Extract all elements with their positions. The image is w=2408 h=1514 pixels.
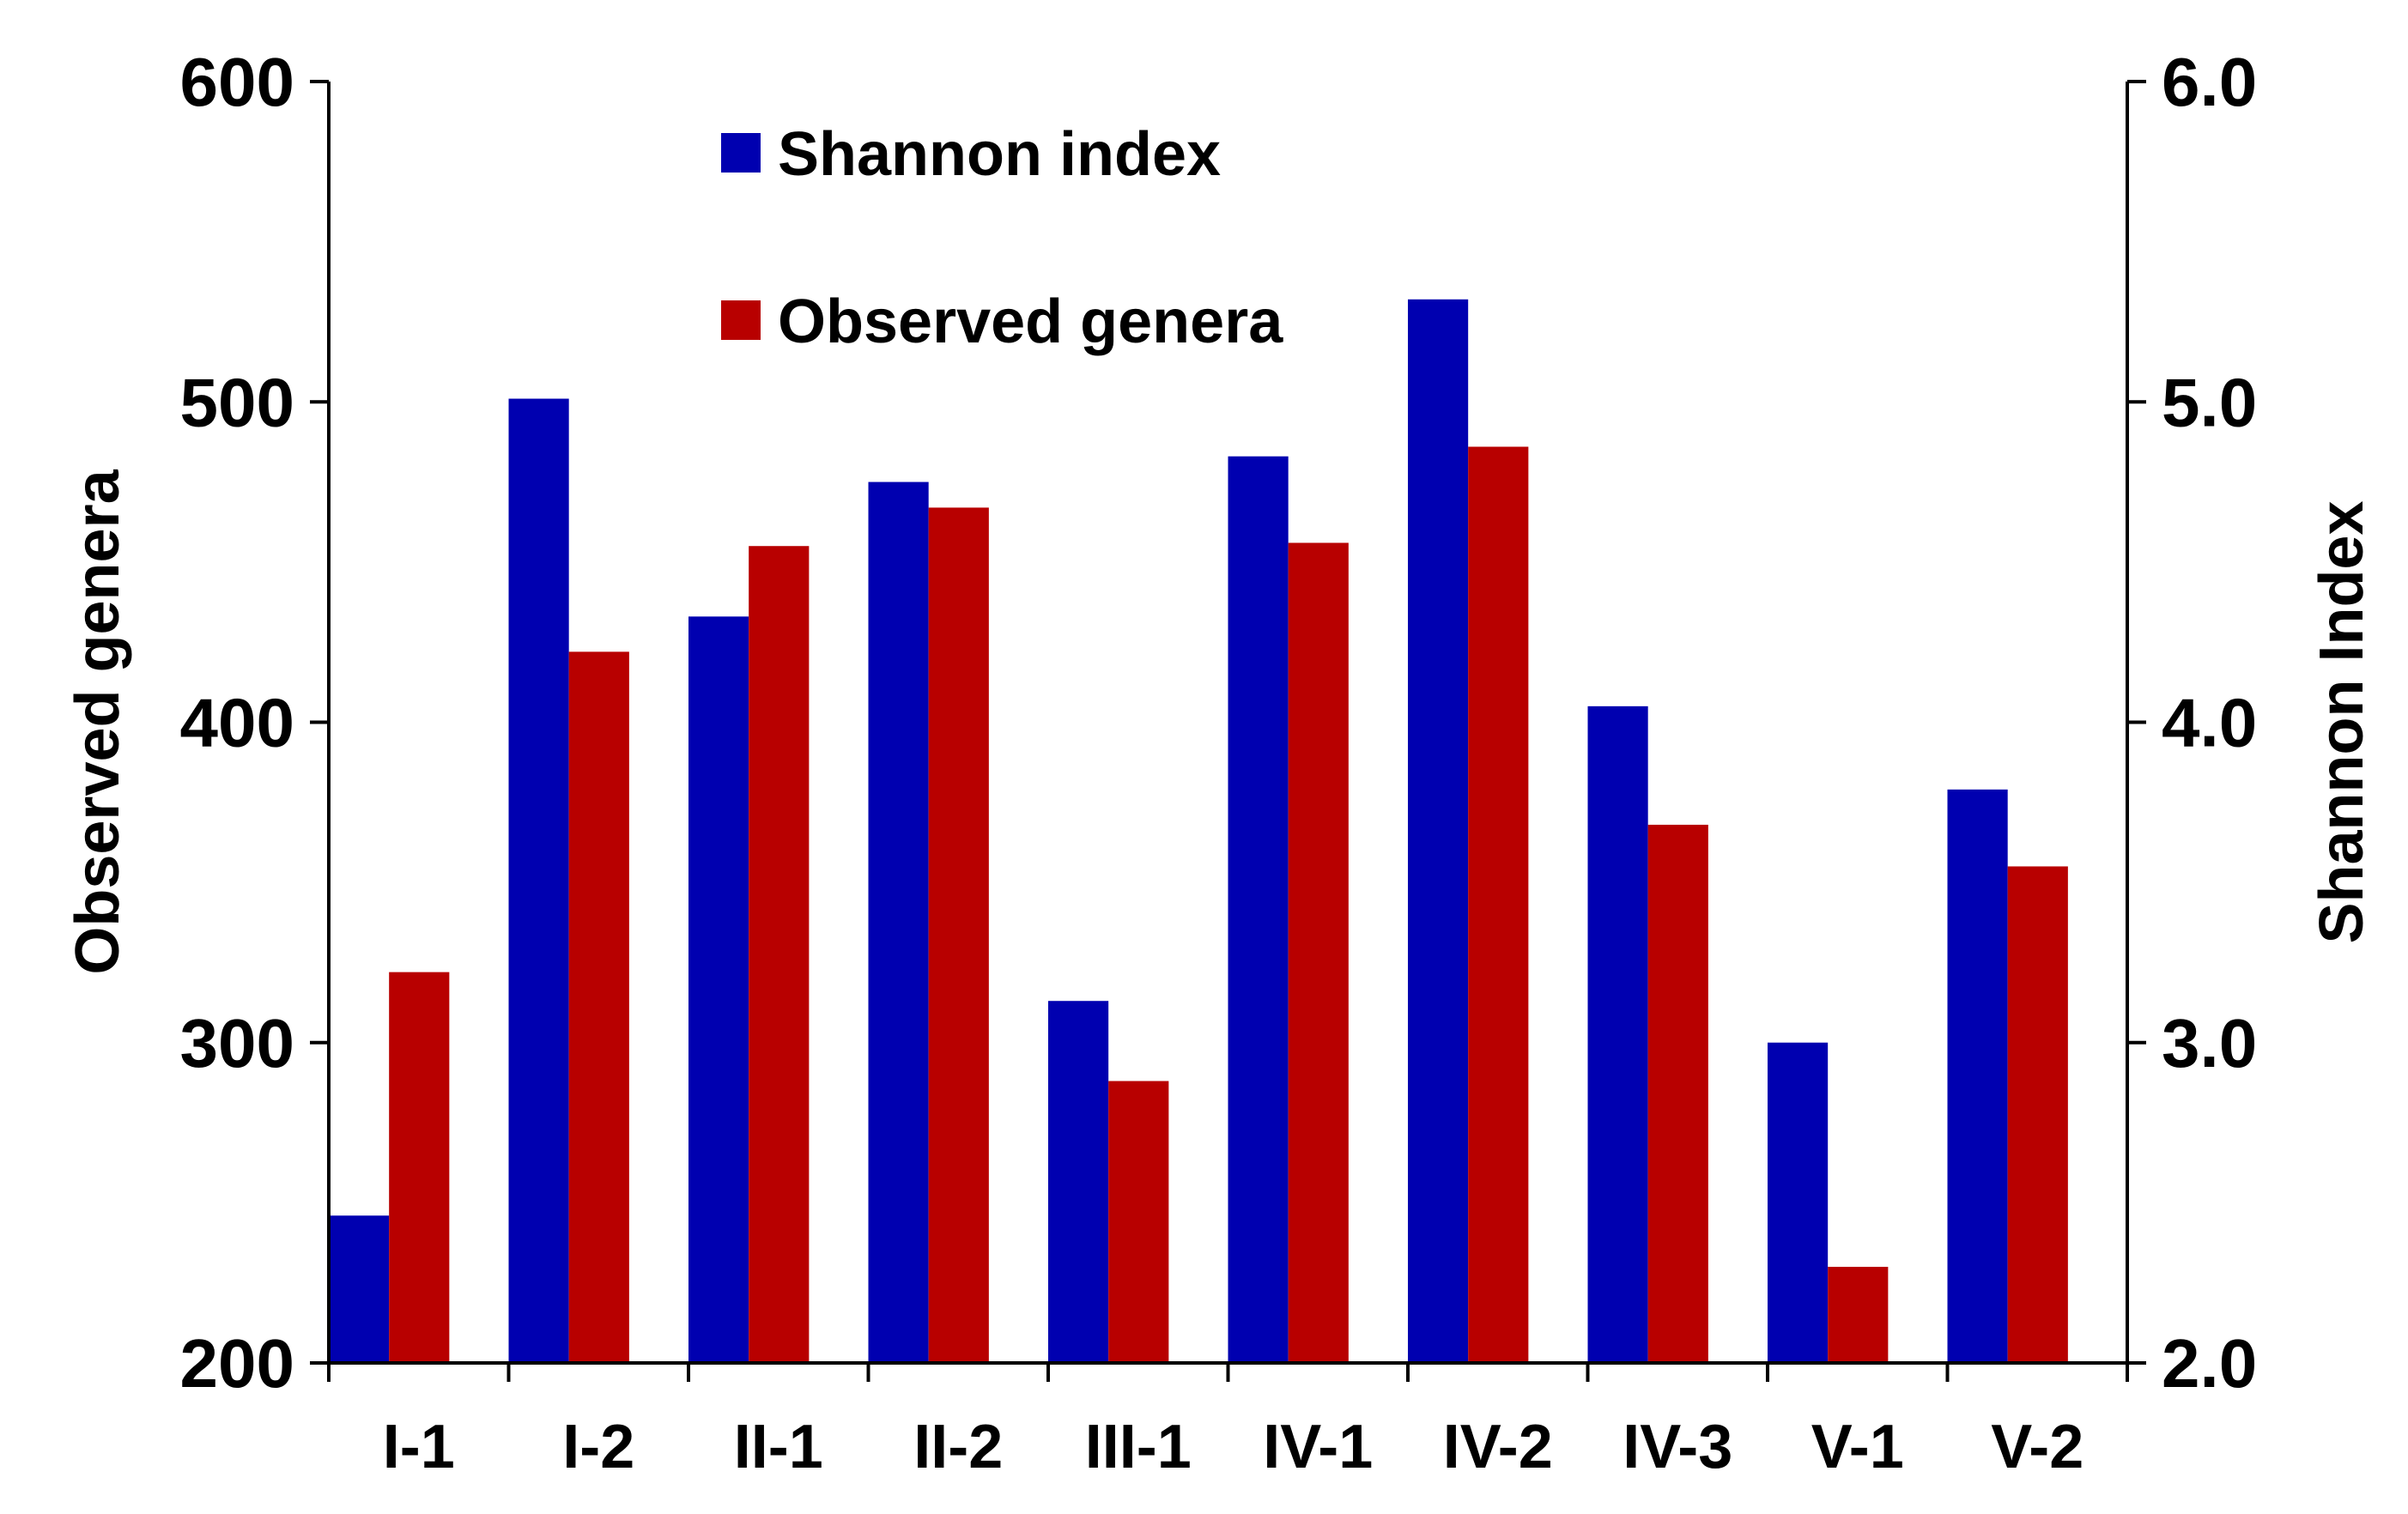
x-tick-label-ii-1: II-1 (734, 1413, 823, 1481)
legend-label-shannon-index: Shannon index (778, 120, 1221, 189)
y-tick-label-right-4-0: 4.0 (2162, 685, 2257, 761)
y-tick-label-left-500: 500 (180, 364, 294, 440)
bar-observed-genera-iv-1 (1288, 542, 1349, 1363)
x-tick-label-v-2: V-2 (1991, 1413, 2083, 1481)
legend-label-observed-genera: Observed genera (778, 288, 1283, 356)
bar-shannon-index-ii-2 (868, 481, 929, 1363)
bar-observed-genera-i-1 (389, 972, 450, 1363)
x-tick-label-iv-1: IV-1 (1263, 1413, 1373, 1481)
labels-group: 200 300 400 500 600 2.0 3.0 4.0 5.0 6.0 I-1 I-2 II-1… (64, 44, 2376, 1481)
y-tick-label-left-200: 200 (180, 1325, 294, 1402)
legend-swatch-shannon-index (721, 133, 761, 173)
y-tick-label-right-5-0: 5.0 (2162, 364, 2257, 440)
bar-shannon-index-v-2 (1947, 789, 2008, 1363)
bar-shannon-index-ii-1 (688, 616, 749, 1363)
bar-observed-genera-ii-1 (749, 546, 810, 1363)
bar-shannon-index-i-2 (508, 398, 569, 1364)
y-tick-label-left-300: 300 (180, 1005, 294, 1081)
bar-shannon-index-i-1 (329, 1215, 390, 1363)
bar-observed-genera-iv-2 (1468, 446, 1529, 1363)
bar-observed-genera-v-1 (1828, 1267, 1889, 1363)
legend: Shannon index Observed genera (721, 120, 1283, 356)
bars-group (329, 299, 2068, 1364)
x-tick-label-iii-1: III-1 (1085, 1413, 1192, 1481)
bar-observed-genera-ii-2 (928, 507, 989, 1363)
bar-observed-genera-iii-1 (1108, 1081, 1169, 1363)
x-tick-label-v-1: V-1 (1811, 1413, 1904, 1481)
bar-shannon-index-iv-2 (1408, 299, 1469, 1363)
bar-shannon-index-v-1 (1768, 1042, 1829, 1363)
x-tick-label-iv-3: IV-3 (1623, 1413, 1732, 1481)
bar-observed-genera-i-2 (568, 651, 629, 1363)
y-tick-label-left-600: 600 (180, 44, 294, 120)
y-tick-label-right-6-0: 6.0 (2162, 44, 2257, 120)
x-tick-label-ii-2: II-2 (913, 1413, 1003, 1481)
bar-shannon-index-iv-1 (1228, 456, 1289, 1363)
x-tick-label-iv-2: IV-2 (1443, 1413, 1553, 1481)
y-tick-label-right-3-0: 3.0 (2162, 1005, 2257, 1081)
y-tick-label-right-2-0: 2.0 (2162, 1325, 2257, 1402)
legend-swatch-observed-genera (721, 300, 761, 340)
bar-observed-genera-iv-3 (1647, 824, 1708, 1363)
x-tick-label-i-2: I-2 (562, 1413, 634, 1481)
bar-shannon-index-iii-1 (1048, 1001, 1109, 1363)
bar-shannon-index-iv-3 (1587, 706, 1648, 1363)
y-axis-right-title: Shannon Index (2308, 500, 2376, 943)
y-tick-label-left-400: 400 (180, 685, 294, 761)
x-tick-label-i-1: I-1 (383, 1413, 455, 1481)
axes-group (310, 80, 2146, 1382)
y-axis-left-title: Observed genera (64, 469, 132, 974)
bar-observed-genera-v-2 (2007, 866, 2068, 1363)
